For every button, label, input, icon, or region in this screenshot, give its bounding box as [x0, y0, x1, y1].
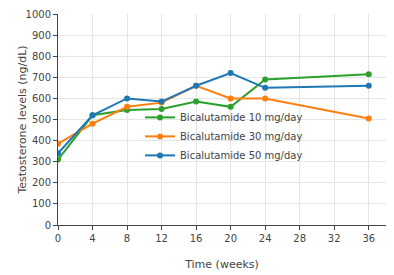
svg-text:400: 400 [32, 135, 51, 146]
svg-text:Bicalutamide 10 mg/day: Bicalutamide 10 mg/day [180, 112, 302, 123]
svg-text:700: 700 [32, 72, 51, 83]
svg-text:0: 0 [55, 233, 61, 244]
svg-text:20: 20 [224, 233, 237, 244]
svg-text:32: 32 [328, 233, 341, 244]
svg-text:Time (weeks): Time (weeks) [184, 258, 259, 271]
svg-text:16: 16 [190, 233, 203, 244]
svg-text:500: 500 [32, 114, 51, 125]
svg-text:36: 36 [362, 233, 375, 244]
svg-text:1000: 1000 [26, 9, 51, 20]
svg-text:4: 4 [89, 233, 95, 244]
svg-text:200: 200 [32, 177, 51, 188]
svg-text:Bicalutamide 30 mg/day: Bicalutamide 30 mg/day [180, 131, 302, 142]
svg-text:300: 300 [32, 156, 51, 167]
svg-text:24: 24 [259, 233, 272, 244]
svg-text:900: 900 [32, 30, 51, 41]
svg-text:Bicalutamide 50 mg/day: Bicalutamide 50 mg/day [180, 150, 302, 161]
svg-text:Testosterone levels (ng/dL): Testosterone levels (ng/dL) [16, 45, 29, 194]
svg-text:28: 28 [293, 233, 306, 244]
svg-text:600: 600 [32, 93, 51, 104]
svg-text:100: 100 [32, 198, 51, 209]
svg-text:8: 8 [124, 233, 130, 244]
svg-text:800: 800 [32, 51, 51, 62]
svg-text:0: 0 [45, 220, 51, 231]
svg-text:12: 12 [155, 233, 168, 244]
